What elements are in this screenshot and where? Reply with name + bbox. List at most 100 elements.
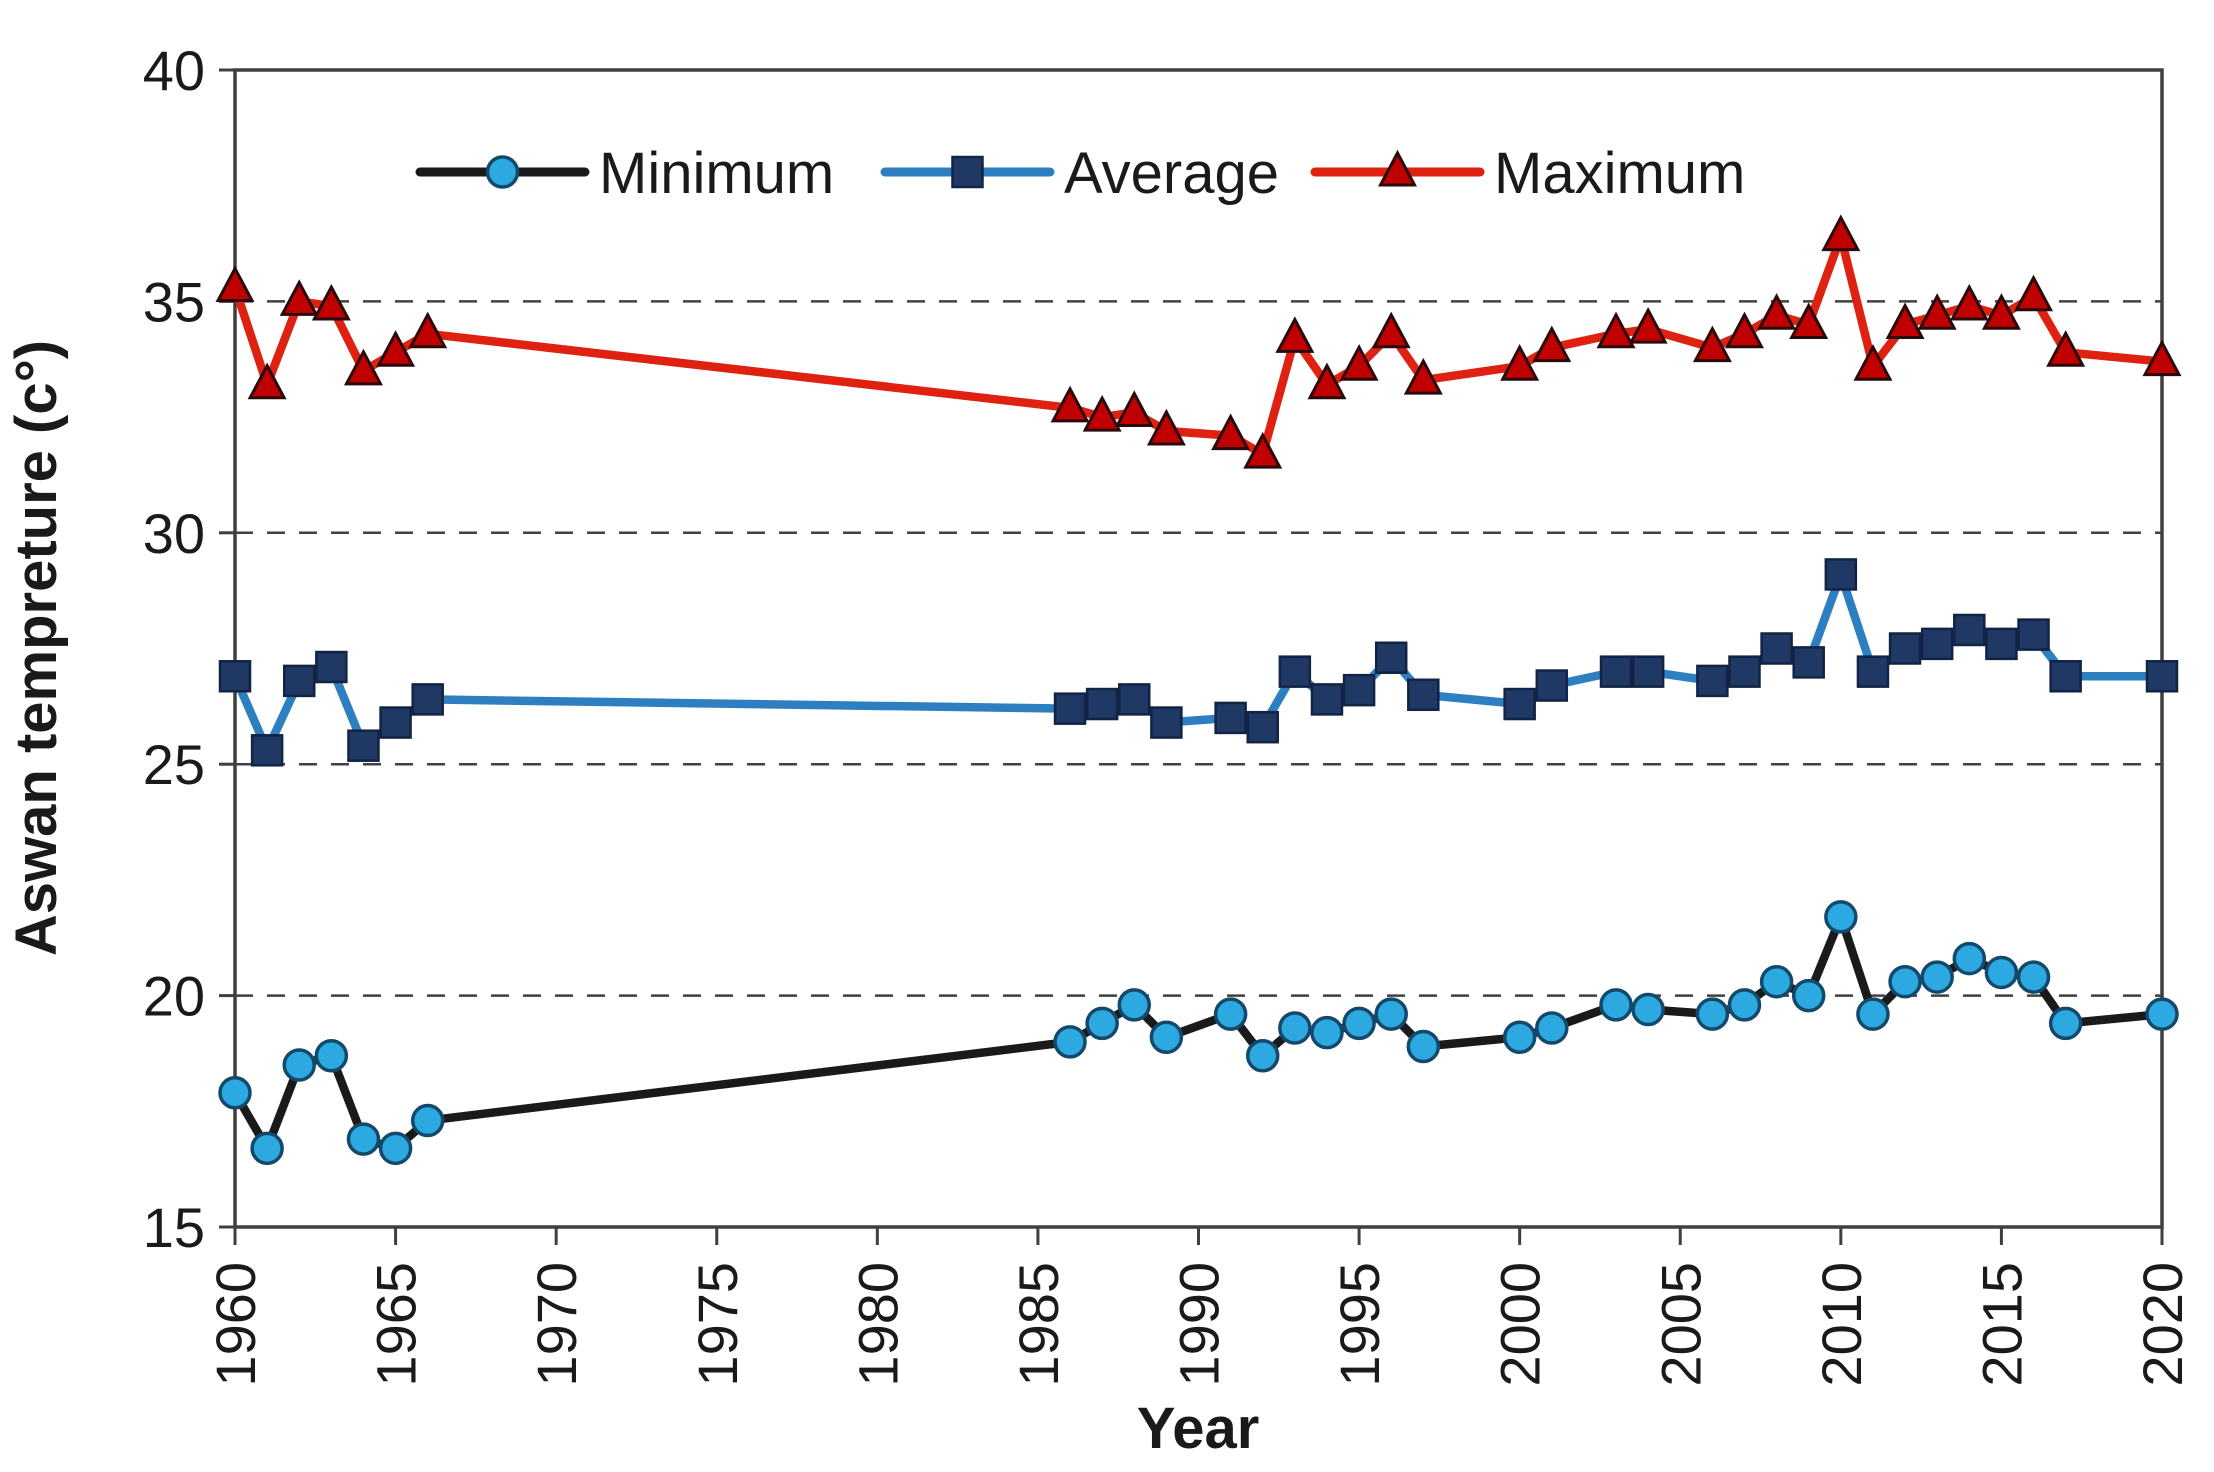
data-point-marker (250, 734, 284, 767)
data-point-marker (1824, 558, 1858, 591)
data-point-marker (485, 155, 520, 189)
data-point-marker (2145, 660, 2179, 693)
data-point-marker (1759, 964, 1794, 999)
data-point-marker (1692, 325, 1732, 363)
data-point-marker (410, 1103, 445, 1138)
series-line (230, 912, 2167, 1153)
data-point-marker (1150, 706, 1183, 739)
series-maximum (215, 214, 2182, 469)
data-point-marker (1821, 214, 1861, 252)
x-tick-label: 1990 (1168, 1262, 1231, 1387)
data-point-marker (1243, 431, 1283, 469)
y-tick-label: 35 (143, 270, 205, 333)
data-point-marker (1596, 311, 1636, 349)
x-tick-label: 2015 (1970, 1262, 2033, 1387)
x-axis-title: Year (1137, 1396, 1260, 1461)
data-point-marker (1696, 664, 1729, 698)
data-point-marker (1628, 306, 1668, 344)
x-tick-label: 1975 (686, 1262, 749, 1387)
x-tick-label: 2020 (2131, 1262, 2194, 1387)
data-point-marker (1406, 1029, 1441, 1064)
data-point-marker (2145, 997, 2179, 1031)
x-tick-label: 1995 (1328, 1262, 1391, 1387)
plot-frame (233, 68, 2164, 1229)
data-point-marker (1403, 357, 1443, 395)
data-point-marker (1981, 293, 2021, 330)
data-point-marker (951, 155, 984, 189)
data-point-marker (2048, 1006, 2083, 1041)
data-point-marker (1371, 311, 1411, 349)
data-point-marker (1310, 1015, 1344, 1050)
data-point-marker (1631, 655, 1665, 688)
y-tick-label: 30 (143, 502, 205, 565)
y-axis-title: Aswan tempreture (c°) (4, 340, 69, 956)
data-series (215, 214, 2182, 1166)
data-point-marker (1245, 1039, 1280, 1073)
data-point-marker (1952, 941, 1987, 976)
data-point-marker (1211, 413, 1251, 451)
data-point-marker (1789, 302, 1829, 340)
data-point-marker (1728, 655, 1761, 688)
series-average (218, 558, 2179, 767)
data-point-marker (1050, 385, 1090, 423)
y-tick-label: 20 (143, 965, 205, 1028)
legend-label: Maximum (1494, 141, 1745, 206)
data-point-marker (1342, 673, 1376, 707)
data-point-marker (379, 706, 412, 739)
data-point-marker (1082, 394, 1122, 432)
data-point-marker (1407, 678, 1440, 712)
data-point-marker (1117, 988, 1152, 1022)
data-point-marker (2016, 960, 2051, 994)
data-point-marker (311, 283, 351, 321)
data-point-marker (1146, 408, 1186, 446)
data-point-marker (1374, 997, 1408, 1031)
data-point-marker (218, 1076, 252, 1110)
data-point-marker (1535, 1011, 1569, 1045)
data-point-marker (1599, 988, 1633, 1022)
axis-ticks: 15 20 25 30 35 40 1960 1965 1970 1975 1980 1985 1990… (143, 39, 2194, 1387)
y-tick-label: 15 (143, 1196, 205, 1259)
x-tick-label: 2000 (1489, 1262, 1552, 1387)
data-point-marker (376, 330, 416, 367)
data-point-marker (1149, 1020, 1184, 1055)
data-point-marker (1310, 683, 1344, 716)
data-point-marker (1214, 701, 1247, 735)
data-point-marker (1888, 632, 1922, 665)
legend-item-average: Average (880, 141, 1279, 206)
data-point-marker (2017, 618, 2050, 651)
x-tick-label: 1965 (365, 1262, 428, 1387)
data-point-marker (1053, 692, 1087, 725)
y-tick-label: 25 (143, 733, 205, 796)
legend: Minimum Average Maximum (415, 141, 1745, 206)
data-point-marker (282, 1048, 316, 1082)
data-point-marker (1920, 627, 1954, 661)
data-point-marker (247, 362, 287, 400)
data-point-marker (1532, 325, 1572, 363)
legend-label: Minimum (599, 141, 834, 206)
data-point-marker (2046, 330, 2086, 367)
data-point-marker (1824, 900, 1858, 934)
data-point-marker (1503, 687, 1536, 721)
data-point-marker (1535, 669, 1569, 702)
plot-border (233, 68, 2164, 1229)
data-point-marker (1599, 655, 1633, 688)
x-tick-label: 1985 (1007, 1262, 1070, 1387)
data-point-marker (1278, 1011, 1312, 1045)
data-point-marker (250, 1131, 284, 1166)
data-point-marker (1856, 655, 1890, 688)
data-point-marker (378, 1131, 413, 1166)
data-point-marker (1053, 1025, 1087, 1059)
y-tick-label: 40 (143, 39, 205, 102)
data-point-marker (1085, 1006, 1119, 1041)
data-point-marker (1278, 655, 1312, 688)
data-point-marker (279, 279, 319, 316)
data-point-marker (1378, 149, 1417, 187)
data-point-marker (1275, 316, 1315, 353)
data-point-marker (218, 660, 252, 693)
data-point-marker (1500, 343, 1540, 381)
data-point-marker (315, 650, 348, 684)
data-point-marker (2049, 660, 2082, 693)
data-point-marker (408, 311, 448, 349)
